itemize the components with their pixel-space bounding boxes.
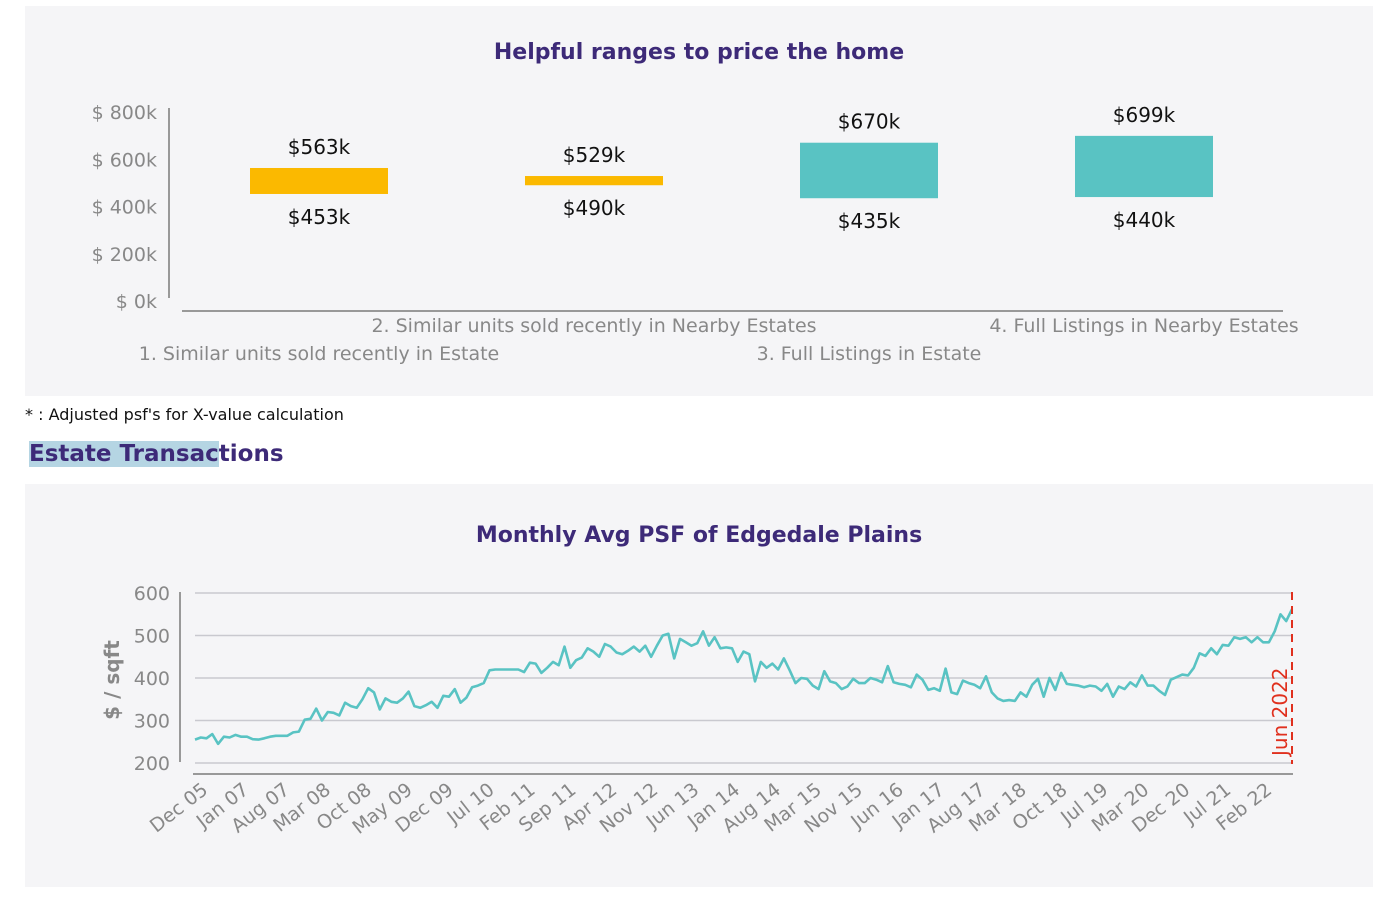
range-low-label: $440k bbox=[1113, 208, 1176, 232]
range-chart-title: Helpful ranges to price the home bbox=[493, 40, 905, 65]
psf-y-tick-label: 600 bbox=[134, 583, 170, 605]
range-category-label: 2. Similar units sold recently in Nearby… bbox=[371, 315, 816, 337]
range-low-label: $490k bbox=[563, 196, 626, 220]
section-title-highlighted: Estate Transac bbox=[29, 441, 219, 467]
psf-y-tick-label: 400 bbox=[134, 668, 170, 690]
psf-y-tick-label: 300 bbox=[134, 711, 170, 733]
section-title-rest: tions bbox=[218, 441, 284, 467]
range-high-label: $699k bbox=[1113, 103, 1176, 127]
range-low-label: $435k bbox=[838, 209, 901, 233]
range-bar bbox=[800, 142, 938, 199]
psf-annotation-label: Jun 2022 bbox=[1268, 667, 1292, 758]
psf-y-tick-label: 200 bbox=[134, 753, 170, 775]
price-range-panel: Helpful ranges to price the home $ 0k $ 2… bbox=[25, 6, 1373, 396]
range-low-label: $453k bbox=[288, 205, 351, 229]
footnote: * : Adjusted psf's for X-value calculati… bbox=[25, 405, 344, 424]
range-y-tick-label: $ 200k bbox=[92, 244, 157, 266]
psf-series-line bbox=[194, 608, 1294, 746]
range-y-tick-label: $ 800k bbox=[92, 102, 157, 124]
psf-y-axis-label: $ / sqft bbox=[100, 640, 124, 720]
psf-chart-title: Monthly Avg PSF of Edgedale Plains bbox=[475, 523, 923, 548]
range-bar bbox=[525, 176, 663, 186]
psf-chart-panel: Monthly Avg PSF of Edgedale Plains 200 30… bbox=[25, 484, 1373, 887]
psf-y-tick-label: 500 bbox=[134, 626, 170, 648]
range-high-label: $529k bbox=[563, 143, 626, 167]
range-category-label: 1. Similar units sold recently in Estate bbox=[139, 343, 500, 365]
range-category-label: 3. Full Listings in Estate bbox=[757, 343, 982, 365]
range-high-label: $670k bbox=[838, 110, 901, 134]
range-bar bbox=[1075, 135, 1213, 198]
range-chart: $ 0k $ 200k $ 400k $ 600k $ 800k $563k $453k $5… bbox=[92, 102, 1299, 365]
range-category-label: 4. Full Listings in Nearby Estates bbox=[989, 315, 1298, 337]
range-high-label: $563k bbox=[288, 135, 351, 159]
range-y-tick-label: $ 600k bbox=[92, 149, 157, 171]
section-title: Estate Transactions bbox=[29, 441, 284, 467]
range-bar bbox=[250, 167, 388, 194]
range-y-tick-label: $ 0k bbox=[116, 291, 157, 313]
range-y-tick-label: $ 400k bbox=[92, 197, 157, 219]
